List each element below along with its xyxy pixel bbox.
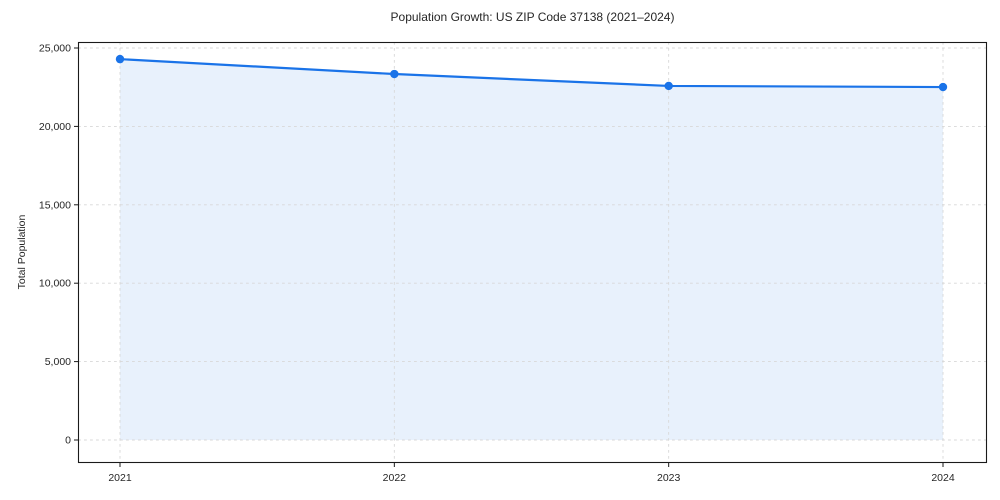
y-tick-label: 5,000	[45, 356, 71, 368]
data-point-marker	[938, 82, 948, 92]
x-tick-label: 2024	[931, 472, 955, 484]
x-tick-label: 2023	[657, 472, 681, 484]
chart-title: Population Growth: US ZIP Code 37138 (20…	[390, 10, 675, 24]
y-tick-label: 25,000	[39, 43, 71, 55]
y-axis-label: Total Population	[16, 214, 28, 290]
data-point-marker	[115, 54, 125, 64]
y-tick-label: 15,000	[39, 199, 71, 211]
axes-box	[77, 41, 988, 464]
data-point-marker	[390, 69, 399, 79]
x-tick-label: 2021	[108, 472, 132, 484]
data-point-marker	[664, 81, 673, 91]
y-tick-label: 0	[65, 435, 71, 447]
y-tick-label: 20,000	[39, 121, 71, 133]
y-tick-label: 10,000	[39, 278, 71, 290]
x-tick-label: 2022	[383, 472, 407, 484]
area-fill	[120, 59, 943, 440]
data-line	[118, 58, 945, 89]
